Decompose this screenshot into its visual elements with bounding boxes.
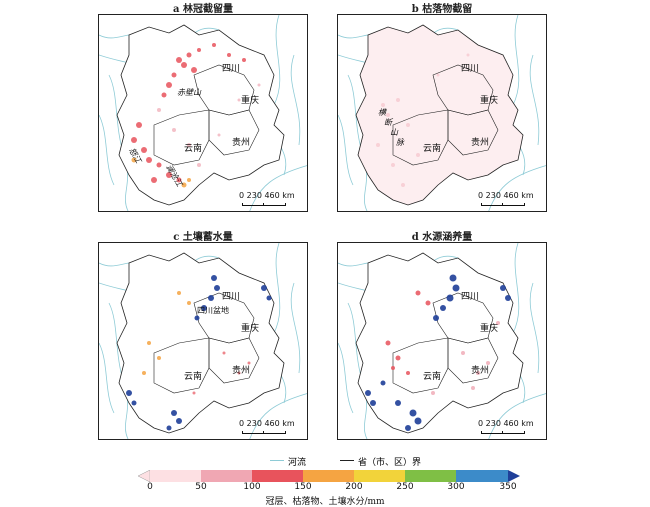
map-svg (99, 15, 307, 211)
label-extra: 横 (378, 108, 386, 117)
panel-title: d 水源涵养量 (411, 232, 473, 243)
map-frame: 四川 重庆 贵州 云南 0 230 460 km (337, 242, 547, 440)
map-frame: 四川 重庆 贵州 云南 赤壁山 怒江 澜沧江 0 230 460 km (98, 14, 308, 212)
boundary-legend-line (340, 460, 354, 461)
label-sichuan: 四川 (222, 64, 241, 74)
value-dots (131, 43, 246, 188)
colorbar-label: 冠层、枯落物、土壤水分/mm (265, 497, 385, 507)
scale-bar: 0 230 460 km (239, 419, 305, 437)
scale-text: 0 230 460 km (239, 419, 295, 428)
label-sichuan: 四川 (461, 64, 480, 74)
label-yunnan: 云南 (423, 144, 442, 154)
colorbar-tick: 250 (396, 482, 414, 492)
colorbar-tick: 0 (147, 482, 153, 492)
panel-b: b 枯落物截留 四川 重庆 贵州 云南 横 (337, 0, 547, 212)
label-yunnan: 云南 (184, 144, 203, 154)
colorbar-tick: 150 (294, 482, 312, 492)
boundary-legend-label: 省（市、区）界 (358, 458, 422, 468)
panel-title: c 土壤蓄水量 (173, 232, 233, 243)
colorbar-tick: 100 (243, 482, 261, 492)
river-legend-line (270, 460, 284, 461)
label-chongqing: 重庆 (480, 96, 499, 106)
label-chongqing: 重庆 (241, 96, 260, 106)
map-frame: 四川 重庆 贵州 云南 横 断 山 脉 0 230 460 km (337, 14, 547, 212)
map-legend: 河流 省（市、区）界 (270, 455, 470, 468)
river-legend-label: 河流 (288, 458, 307, 468)
map-frame: 四川 重庆 贵州 云南 四川盆地 0 230 460 km (98, 242, 308, 440)
colorbar-tick: 50 (195, 482, 207, 492)
label-chongqing: 重庆 (480, 324, 499, 334)
colorbar-tick: 300 (447, 482, 465, 492)
colorbar (138, 470, 520, 482)
label-extra: 四川盆地 (197, 306, 229, 315)
label-extra: 赤壁山 (177, 88, 201, 97)
map-svg (99, 243, 307, 439)
label-extra: 断 (384, 118, 392, 127)
scale-bar: 0 230 460 km (239, 191, 305, 209)
label-guizhou: 贵州 (232, 138, 251, 148)
region-boundary (116, 24, 285, 206)
scale-bar: 0 230 460 km (478, 191, 544, 209)
panel-title: b 枯落物截留 (411, 4, 473, 15)
label-yunnan: 云南 (184, 372, 203, 382)
panel-d: d 水源涵养量 (337, 228, 547, 440)
label-sichuan: 四川 (222, 292, 241, 302)
map-svg (338, 15, 546, 211)
scale-text: 0 230 460 km (478, 191, 534, 200)
scale-text: 0 230 460 km (239, 191, 295, 200)
label-chongqing: 重庆 (241, 324, 260, 334)
label-guizhou: 贵州 (471, 366, 490, 376)
colorbar-ticks: 0 50 100 150 200 250 300 350 (138, 482, 520, 494)
label-sichuan: 四川 (461, 292, 480, 302)
panel-title: a 林冠截留量 (173, 4, 233, 15)
label-extra: 脉 (396, 138, 404, 147)
label-guizhou: 贵州 (471, 138, 490, 148)
colorbar-tick: 200 (345, 482, 363, 492)
scale-bar: 0 230 460 km (478, 419, 544, 437)
panel-a: a 林冠截留量 (98, 0, 308, 212)
panel-c: c 土壤蓄水量 (98, 228, 308, 440)
label-guizhou: 贵州 (232, 366, 251, 376)
label-extra: 山 (390, 128, 398, 137)
map-svg (338, 243, 546, 439)
scale-text: 0 230 460 km (478, 419, 534, 428)
label-yunnan: 云南 (423, 372, 442, 382)
colorbar-tick: 350 (499, 482, 517, 492)
